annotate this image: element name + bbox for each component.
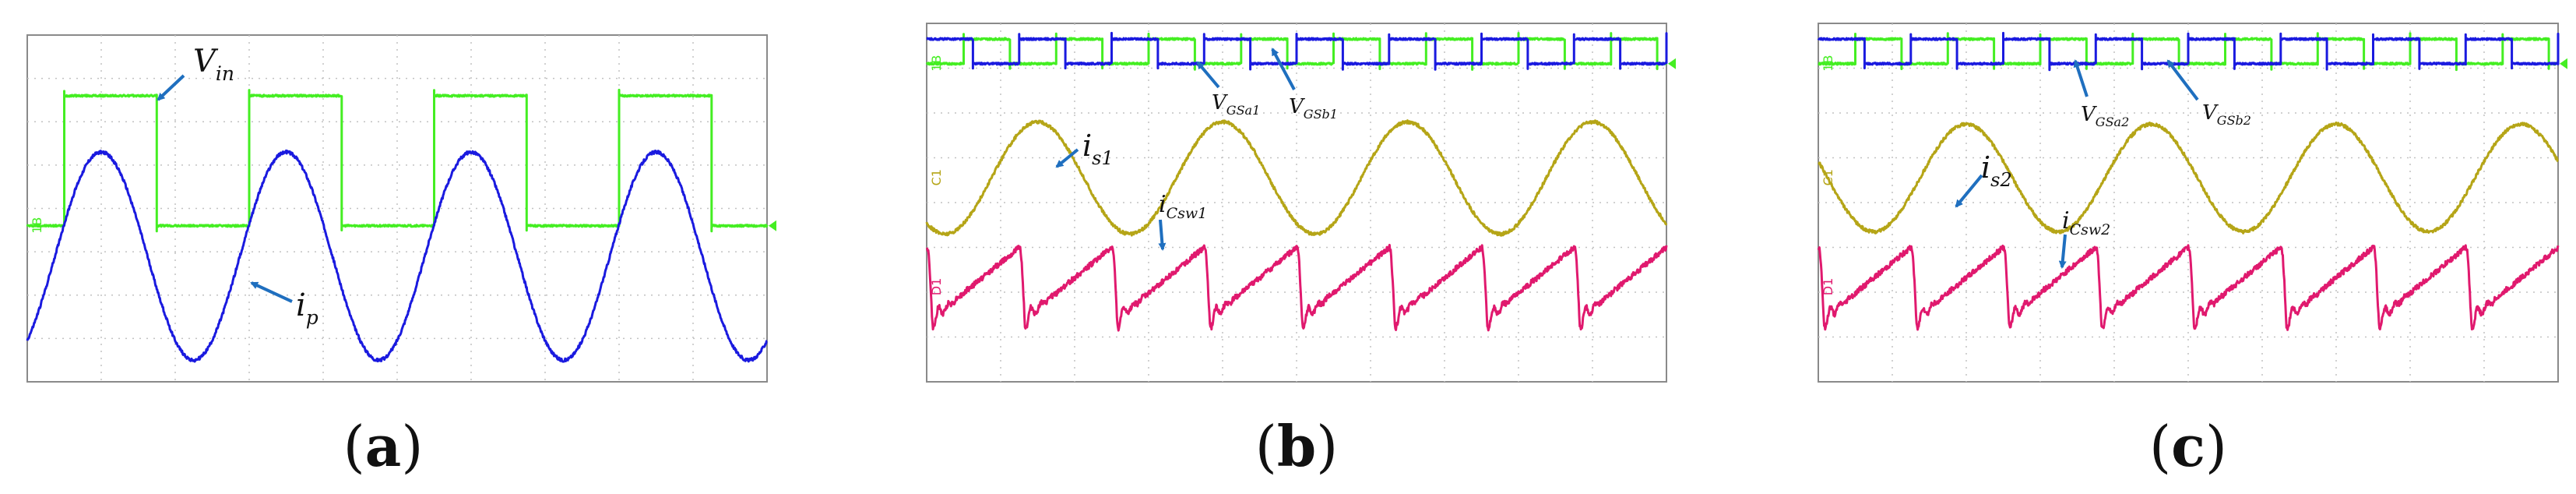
annotation-subscript: Csw2	[2070, 221, 2111, 238]
panel-label-open: (	[2149, 414, 2171, 479]
annotation-arrow	[157, 74, 185, 101]
annotation-subscript: s2	[1990, 169, 2012, 191]
annotation-base: V	[1212, 91, 1228, 115]
trace-iCsw2	[1817, 244, 2560, 331]
annotation-label: is2	[1981, 150, 2012, 191]
trace-is1	[925, 119, 1668, 237]
annotation-ip: ip	[250, 281, 318, 329]
reference-marker	[769, 220, 776, 231]
annotation-arrow	[1158, 219, 1167, 251]
annotation-label: VGSb1	[1289, 95, 1338, 122]
channel-marker: C1	[929, 169, 944, 185]
panel-a: 1B Vin ip (a)	[26, 34, 776, 479]
annotation-subscript: GSb2	[2217, 113, 2251, 128]
reference-marker	[2560, 58, 2567, 69]
panel-label: (a)	[343, 413, 424, 479]
annotation-label: iCsw2	[2062, 207, 2110, 238]
channel-marker: 1B	[929, 55, 944, 72]
panel-label-letter: a	[365, 413, 402, 479]
channel-marker: D1	[1821, 278, 1835, 296]
annotation-base: V	[2202, 101, 2219, 125]
plot-area-c: 1B C1 D1	[1817, 23, 2560, 383]
annotation-Vin: Vin	[157, 44, 234, 101]
annotation-label: VGSa2	[2081, 103, 2129, 129]
annotation-base: i	[1082, 129, 1092, 163]
annotation-label: is1	[1082, 129, 1114, 169]
annotation-arrow	[1055, 148, 1079, 168]
reference-marker	[1668, 58, 1676, 69]
panel-label: (c)	[2149, 413, 2227, 479]
annotation-base: i	[2062, 207, 2070, 235]
annotation-subscript: GSa2	[2096, 115, 2129, 129]
annotation-arrow	[2058, 234, 2067, 269]
channel-marker: C1	[1821, 169, 1835, 185]
plot-area-a: 1B	[26, 34, 769, 383]
annotation-arrow	[250, 281, 293, 303]
plot-area-b: 1B C1 D1	[925, 23, 1668, 383]
annotation-is2: is2	[1955, 150, 2012, 208]
panel-label-close: )	[1316, 414, 1338, 479]
annotation-label: iCsw1	[1159, 191, 1207, 222]
annotation-VGSb1: VGSb1	[1271, 48, 1338, 122]
annotation-label: VGSb2	[2202, 101, 2251, 128]
annotation-iCsw1: iCsw1	[1158, 191, 1207, 251]
annotation-base: V	[193, 44, 219, 79]
annotation-subscript: GSb1	[1304, 107, 1338, 122]
annotation-subscript: p	[306, 306, 318, 329]
panel-label-close: )	[401, 414, 423, 479]
annotation-label: ip	[296, 288, 318, 329]
trace-VGSb1	[926, 31, 1668, 71]
annotation-base: i	[296, 288, 306, 323]
panel-label-open: (	[1255, 414, 1277, 479]
panel-label-letter: b	[1277, 413, 1316, 479]
trace-Vin	[26, 88, 769, 233]
panel-label-open: (	[343, 414, 365, 479]
annotation-subscript: s1	[1092, 147, 1114, 169]
trace-iCsw1	[925, 243, 1668, 332]
annotation-label: Vin	[193, 44, 234, 85]
annotation-base: i	[1981, 150, 1990, 185]
channel-marker: 1B	[30, 217, 44, 234]
annotation-iCsw2: iCsw2	[2058, 207, 2110, 269]
channel-marker: 1B	[1821, 55, 1835, 72]
trace-ip	[26, 149, 768, 363]
annotation-VGSa2: VGSa2	[2073, 59, 2129, 129]
annotation-VGSb2: VGSb2	[2166, 59, 2251, 128]
annotation-base: V	[2081, 103, 2097, 126]
plot-frame	[926, 23, 1667, 383]
annotation-subscript: Csw1	[1167, 205, 1208, 222]
plot-frame	[1818, 23, 2559, 383]
trace-VGSb2	[1817, 31, 2560, 72]
annotation-base: V	[1289, 95, 1305, 118]
annotation-is1: is1	[1055, 129, 1114, 169]
annotation-subscript: in	[216, 62, 234, 85]
annotation-arrow	[1196, 61, 1220, 89]
panel-label-letter: c	[2171, 413, 2205, 479]
trace-is2	[1818, 122, 2559, 235]
annotation-base: i	[1159, 191, 1167, 218]
channel-marker: D1	[929, 278, 944, 296]
annotation-arrow	[2073, 59, 2089, 97]
annotation-label: VGSa1	[1212, 91, 1260, 118]
annotation-arrow	[1955, 174, 1983, 208]
panel-label-close: )	[2205, 414, 2227, 479]
annotation-arrow	[2166, 59, 2199, 101]
annotation-VGSa1: VGSa1	[1196, 61, 1260, 118]
panel-label: (b)	[1255, 413, 1339, 479]
annotation-arrow	[1271, 48, 1296, 90]
annotation-subscript: GSa1	[1226, 103, 1260, 118]
